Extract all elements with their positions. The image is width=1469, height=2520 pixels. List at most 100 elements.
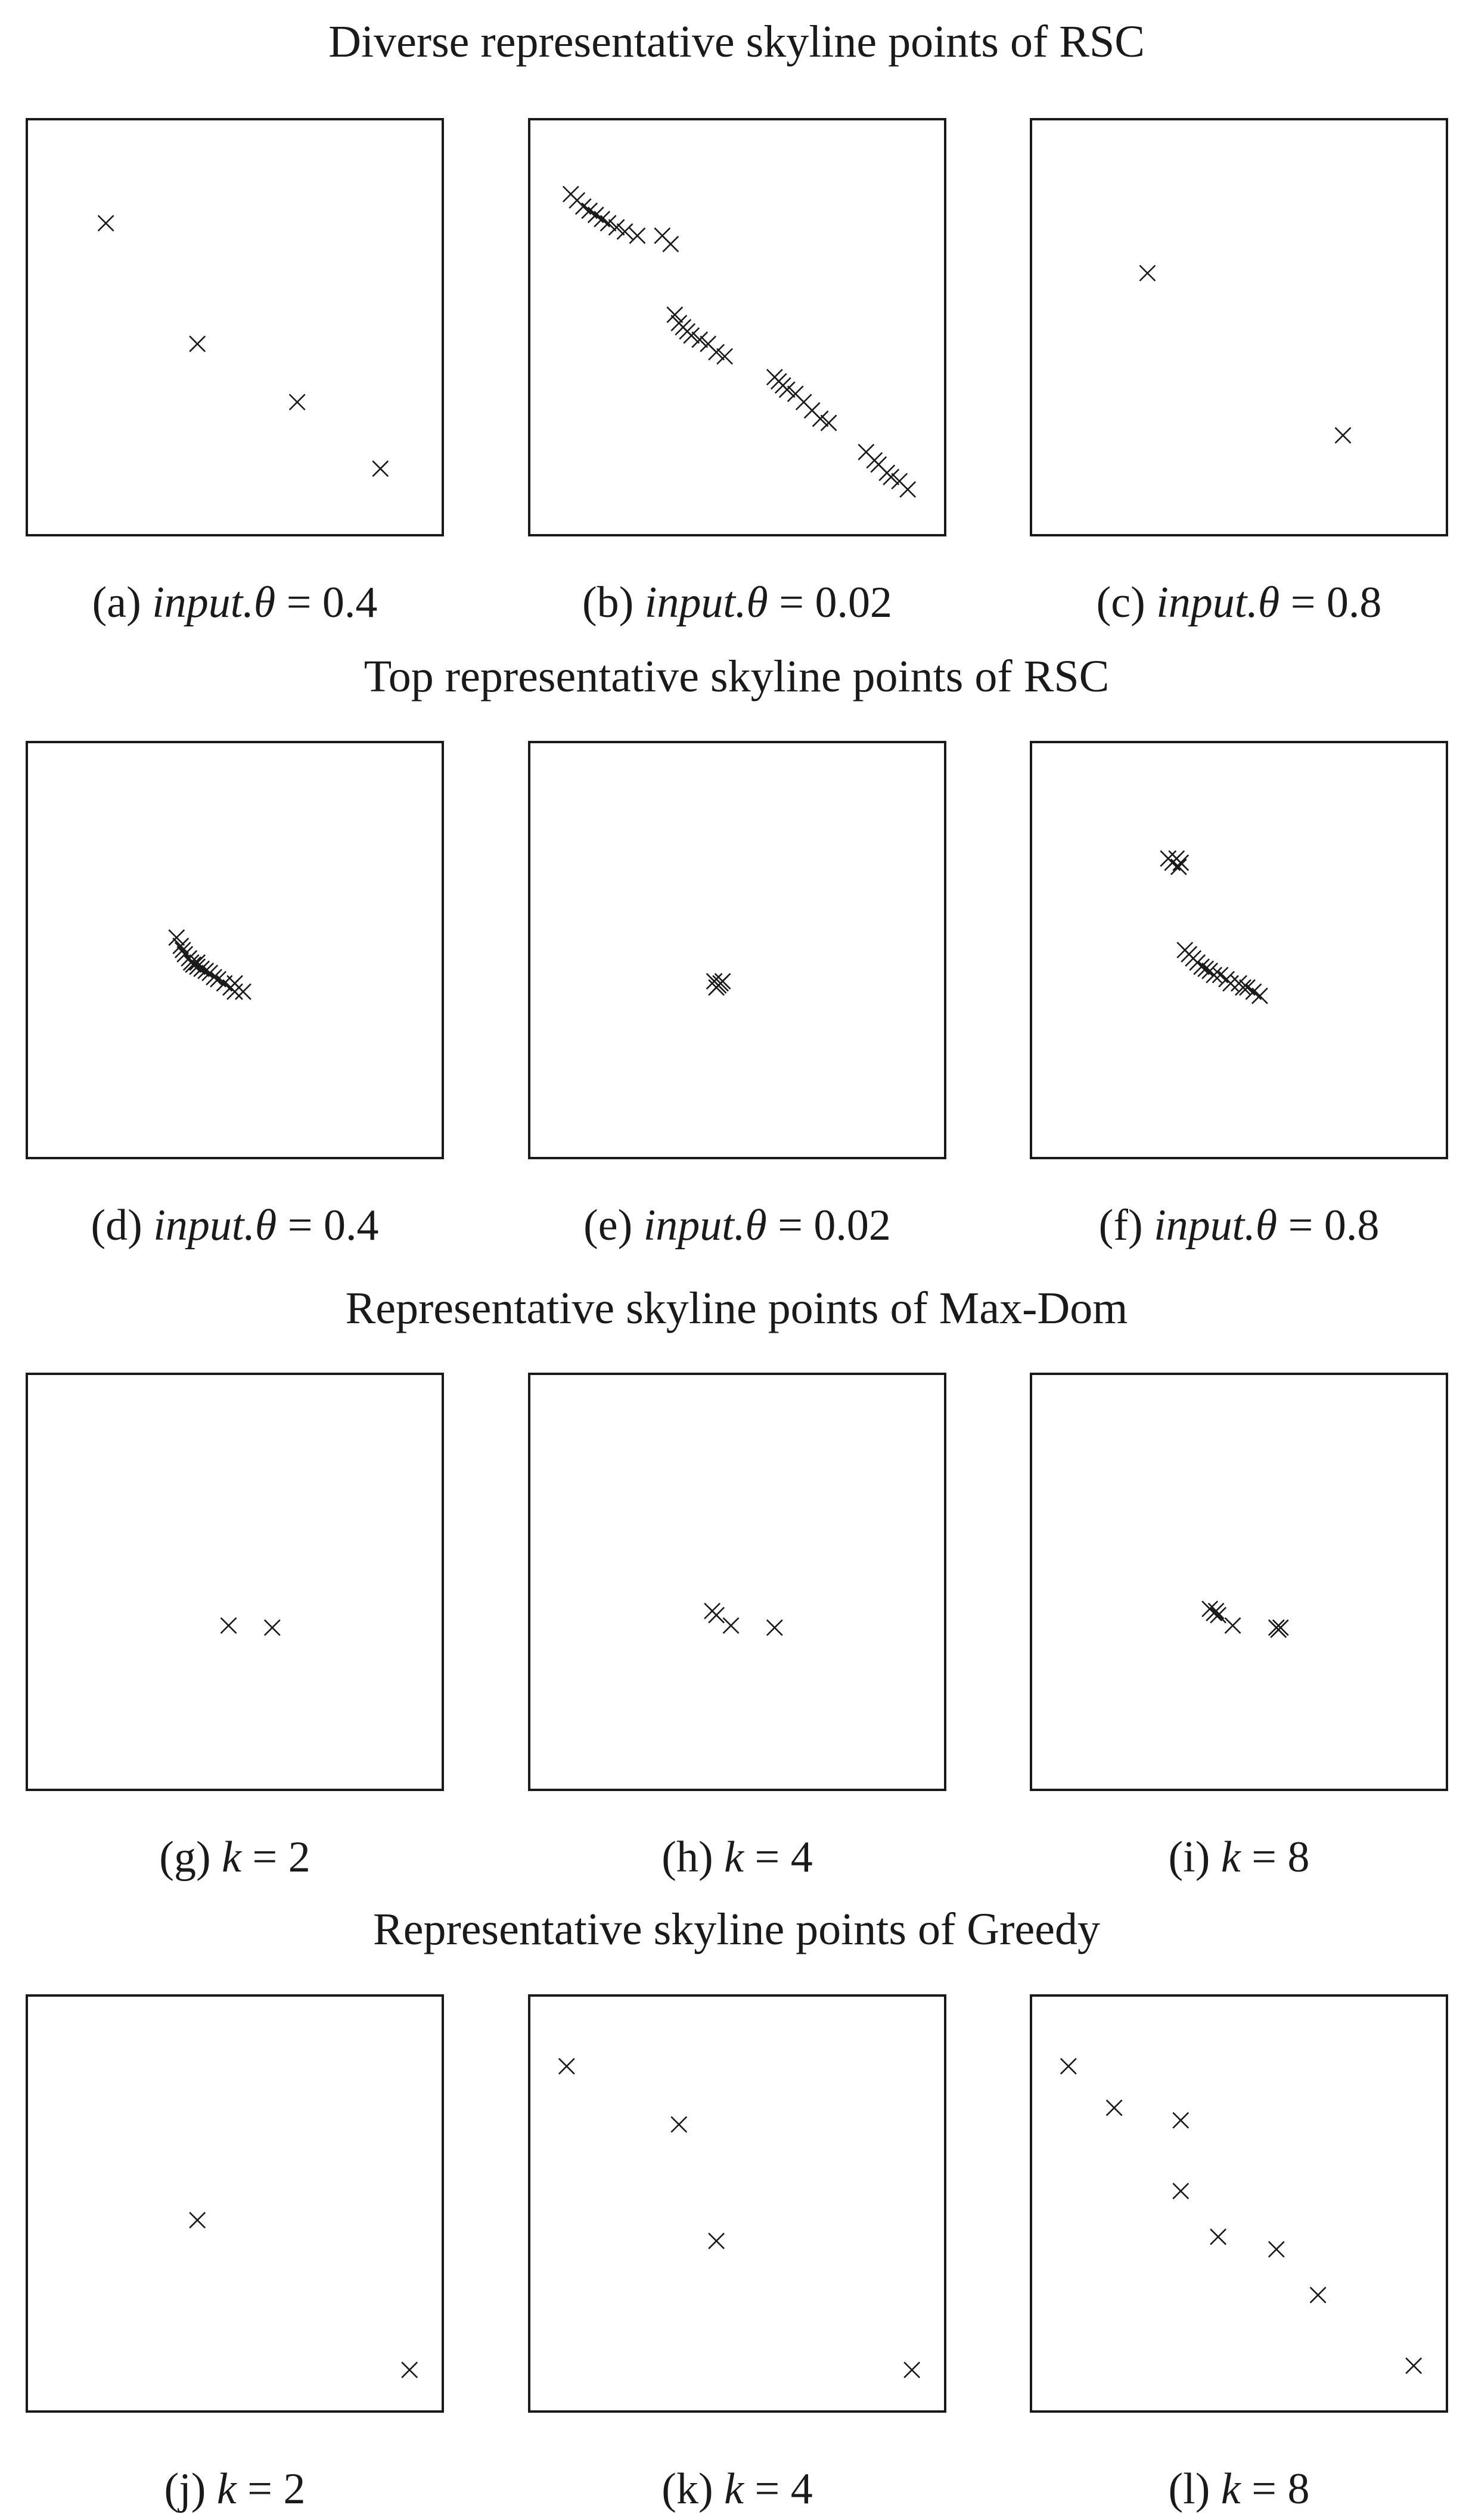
data-point bbox=[1210, 2228, 1227, 2245]
caption-label: (d) bbox=[91, 1201, 154, 1250]
scatter-panel-e: (e) input.θ = 0.02 bbox=[528, 741, 946, 1250]
row-title-4: Representative skyline points of Greedy bbox=[373, 1904, 1100, 1954]
data-point bbox=[1235, 979, 1251, 996]
caption-value: 4 bbox=[791, 2465, 813, 2513]
data-point bbox=[1193, 958, 1210, 975]
data-point bbox=[778, 381, 796, 398]
data-point bbox=[1206, 966, 1223, 983]
caption-value: 8 bbox=[1287, 2465, 1309, 2513]
caption-value: 0.8 bbox=[1324, 1201, 1380, 1250]
data-point bbox=[1334, 427, 1352, 444]
panel-caption: (k) k = 4 bbox=[661, 2465, 812, 2513]
row-title-3: Representative skyline points of Max-Dom bbox=[346, 1283, 1128, 1333]
caption-label: (i) bbox=[1169, 1833, 1221, 1882]
data-point bbox=[600, 215, 617, 232]
data-point bbox=[708, 1606, 725, 1624]
data-point bbox=[1309, 2286, 1327, 2304]
caption-eq: = bbox=[1241, 2465, 1288, 2513]
caption-label: (l) bbox=[1169, 2465, 1221, 2513]
data-point bbox=[903, 2361, 921, 2379]
caption-param: k bbox=[1221, 1833, 1241, 1882]
data-point bbox=[683, 327, 700, 344]
caption-value: 8 bbox=[1287, 1833, 1309, 1882]
data-point bbox=[714, 973, 731, 990]
data-point bbox=[616, 223, 633, 240]
scatter-panel-k: (k) k = 4 bbox=[528, 1994, 946, 2513]
plot-frame bbox=[528, 1994, 946, 2413]
data-point bbox=[1405, 2357, 1423, 2375]
data-point bbox=[168, 929, 185, 946]
caption-label: (g) bbox=[159, 1833, 222, 1882]
data-point bbox=[288, 393, 306, 411]
data-point bbox=[1210, 1606, 1227, 1624]
scatter-panel-d: (d) input.θ = 0.4 bbox=[26, 741, 444, 1250]
caption-param: input.θ bbox=[152, 578, 275, 627]
scatter-panel-a: (a) input.θ = 0.4 bbox=[26, 118, 444, 627]
caption-value: 0.4 bbox=[324, 1201, 379, 1250]
data-point bbox=[1139, 265, 1156, 282]
caption-eq: = bbox=[1279, 578, 1327, 627]
data-point bbox=[1060, 2057, 1077, 2075]
scatter-panel-b: (b) input.θ = 0.02 bbox=[528, 118, 946, 627]
data-point bbox=[172, 938, 190, 954]
caption-param: input.θ bbox=[1154, 1201, 1277, 1250]
data-point bbox=[899, 481, 917, 498]
caption-value: 0.4 bbox=[322, 578, 378, 627]
caption-label: (j) bbox=[164, 2465, 217, 2513]
data-point bbox=[670, 2116, 688, 2133]
data-point bbox=[1268, 2240, 1285, 2258]
plot-frame bbox=[26, 1373, 444, 1791]
caption-param: k bbox=[217, 2465, 237, 2513]
scatter-panel-h: (h) k = 4 bbox=[528, 1373, 946, 1882]
data-point bbox=[820, 414, 837, 432]
data-point bbox=[1224, 1617, 1241, 1634]
caption-value: 4 bbox=[791, 1833, 813, 1882]
data-point bbox=[708, 343, 725, 361]
data-point bbox=[1172, 2112, 1190, 2129]
row-title-1: Diverse representative skyline points of… bbox=[328, 17, 1145, 67]
caption-value: 0.02 bbox=[813, 1201, 891, 1250]
data-point bbox=[206, 969, 223, 986]
panel-caption: (d) input.θ = 0.4 bbox=[91, 1201, 379, 1250]
plot-frame bbox=[26, 1994, 444, 2413]
data-point bbox=[708, 2232, 725, 2249]
caption-eq: = bbox=[744, 1833, 791, 1882]
caption-label: (e) bbox=[583, 1201, 644, 1250]
caption-param: k bbox=[222, 1833, 242, 1882]
caption-value: 2 bbox=[288, 1833, 310, 1882]
data-point bbox=[662, 235, 679, 253]
panel-caption: (f) input.θ = 0.8 bbox=[1099, 1201, 1380, 1250]
caption-eq: = bbox=[1277, 1201, 1324, 1250]
data-point bbox=[1172, 854, 1190, 871]
caption-param: k bbox=[1221, 2465, 1241, 2513]
data-point bbox=[189, 336, 206, 352]
data-point bbox=[691, 331, 709, 348]
caption-eq: = bbox=[275, 578, 322, 627]
data-point bbox=[883, 468, 900, 486]
plot-frame bbox=[1030, 1994, 1448, 2413]
panel-caption: (e) input.θ = 0.02 bbox=[583, 1201, 891, 1250]
data-point bbox=[722, 1617, 740, 1634]
data-point bbox=[766, 1619, 783, 1636]
data-point bbox=[608, 219, 625, 236]
caption-label: (c) bbox=[1097, 578, 1157, 627]
plot-frame bbox=[528, 118, 946, 536]
caption-eq: = bbox=[237, 2465, 284, 2513]
scatter-panel-l: (l) k = 8 bbox=[1030, 1994, 1448, 2513]
panel-caption: (l) k = 8 bbox=[1169, 2465, 1310, 2513]
caption-eq: = bbox=[767, 1201, 814, 1250]
plot-frame bbox=[1030, 1373, 1448, 1791]
data-point bbox=[189, 958, 206, 975]
panel-caption: (g) k = 2 bbox=[159, 1833, 310, 1882]
panel-caption: (j) k = 2 bbox=[164, 2465, 306, 2513]
caption-label: (a) bbox=[92, 578, 153, 627]
data-point bbox=[226, 983, 243, 1000]
caption-param: k bbox=[724, 1833, 744, 1882]
panel-caption: (a) input.θ = 0.4 bbox=[92, 578, 378, 627]
caption-param: input.θ bbox=[1156, 578, 1279, 627]
scatter-panel-c: (c) input.θ = 0.8 bbox=[1030, 118, 1448, 627]
scatter-panel-i: (i) k = 8 bbox=[1030, 1373, 1448, 1882]
caption-eq: = bbox=[241, 1833, 288, 1882]
data-point bbox=[629, 227, 646, 244]
caption-value: 0.02 bbox=[815, 578, 893, 627]
